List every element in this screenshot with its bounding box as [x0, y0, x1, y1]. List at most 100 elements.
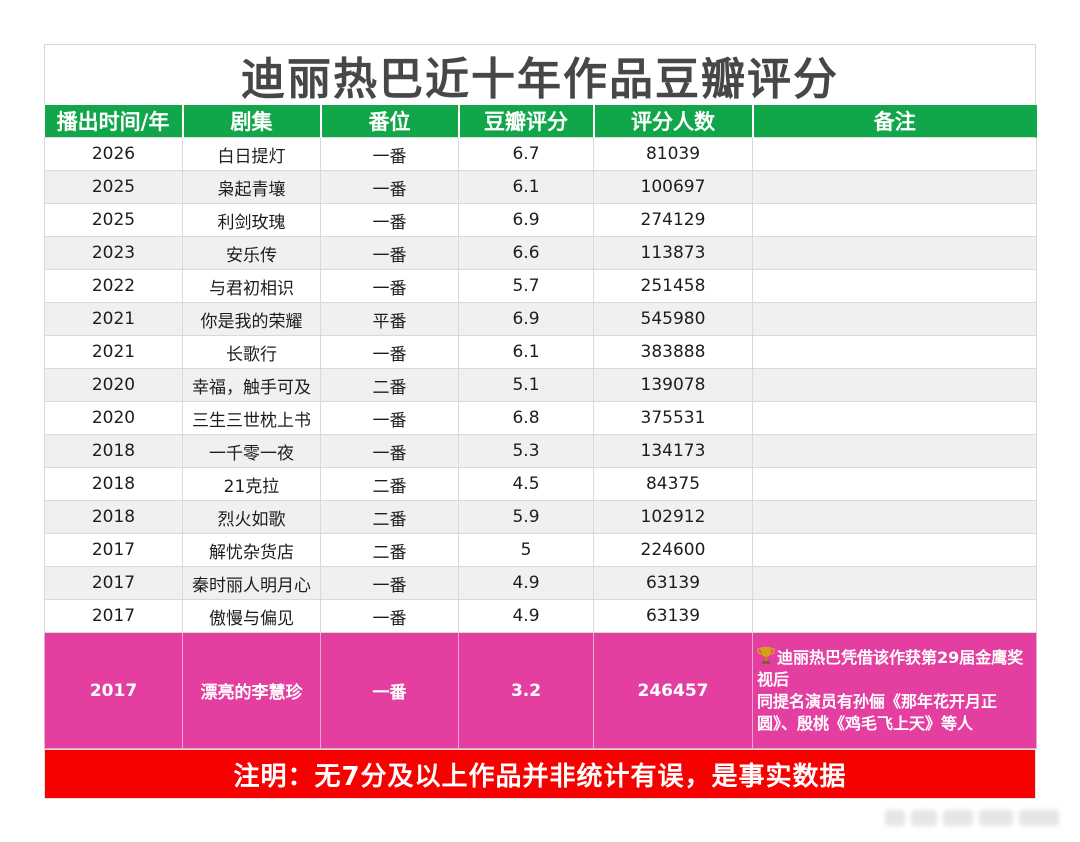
- table-row: 2021 你是我的荣耀 平番 6.9 545980: [44, 302, 1037, 336]
- cell-year: 2017: [44, 533, 183, 567]
- cell-remark: [752, 467, 1037, 501]
- cell-billing: 一番: [320, 203, 459, 237]
- cell-drama: 21克拉: [182, 467, 321, 501]
- cell-billing: 一番: [320, 137, 459, 171]
- cell-year: 2020: [44, 401, 183, 435]
- table-row: 2017 傲慢与偏见 一番 4.9 63139: [44, 599, 1037, 633]
- cell-raters: 100697: [593, 170, 753, 204]
- cell-remark: [752, 401, 1037, 435]
- cell-score: 4.5: [458, 467, 594, 501]
- column-header-remark: 备注: [752, 105, 1037, 138]
- cell-billing: 一番: [320, 170, 459, 204]
- table-row: 2020 三生三世枕上书 一番 6.8 375531: [44, 401, 1037, 435]
- trophy-icon: [757, 646, 775, 666]
- cell-billing: 一番: [320, 632, 459, 749]
- table-row: 2025 利剑玫瑰 一番 6.9 274129: [44, 203, 1037, 237]
- cell-billing: 平番: [320, 302, 459, 336]
- cell-remark: [752, 203, 1037, 237]
- cell-billing: 二番: [320, 467, 459, 501]
- table-row: 2025 枭起青壤 一番 6.1 100697: [44, 170, 1037, 204]
- cell-year: 2021: [44, 335, 183, 369]
- cell-remark: [752, 302, 1037, 336]
- table-row: 2017 秦时丽人明月心 一番 4.9 63139: [44, 566, 1037, 600]
- cell-score: 6.9: [458, 203, 594, 237]
- cell-raters: 113873: [593, 236, 753, 270]
- cell-remark: [752, 599, 1037, 633]
- cell-year: 2020: [44, 368, 183, 402]
- cell-raters: 251458: [593, 269, 753, 303]
- cell-score: 6.1: [458, 170, 594, 204]
- table-header-row: 播出时间/年 剧集 番位 豆瓣评分 评分人数 备注: [44, 105, 1037, 138]
- cell-score: 6.9: [458, 302, 594, 336]
- cell-billing: 一番: [320, 599, 459, 633]
- cell-drama: 白日提灯: [182, 137, 321, 171]
- cell-score: 5.1: [458, 368, 594, 402]
- cell-raters: 63139: [593, 599, 753, 633]
- cell-year: 2018: [44, 500, 183, 534]
- remark-award-line: 迪丽热巴凭借该作获第29届金鹰奖视后: [757, 646, 1032, 691]
- cell-raters: 63139: [593, 566, 753, 600]
- cell-remark: [752, 434, 1037, 468]
- cell-score: 5.3: [458, 434, 594, 468]
- remark-nominees-text: 同提名演员有孙俪《那年花开月正圆》、殷桃《鸡毛飞上天》等人: [757, 692, 998, 733]
- cell-billing: 二番: [320, 533, 459, 567]
- cell-year: 2023: [44, 236, 183, 270]
- cell-score: 6.8: [458, 401, 594, 435]
- cell-billing: 二番: [320, 500, 459, 534]
- cell-year: 2021: [44, 302, 183, 336]
- cell-raters: 84375: [593, 467, 753, 501]
- cell-score: 5: [458, 533, 594, 567]
- table-row: 2018 21克拉 二番 4.5 84375: [44, 467, 1037, 501]
- cell-drama: 一千零一夜: [182, 434, 321, 468]
- cell-score: 6.7: [458, 137, 594, 171]
- cell-year: 2026: [44, 137, 183, 171]
- cell-drama: 利剑玫瑰: [182, 203, 321, 237]
- cell-raters: 383888: [593, 335, 753, 369]
- cell-drama: 傲慢与偏见: [182, 599, 321, 633]
- page-title: 迪丽热巴近十年作品豆瓣评分: [44, 44, 1036, 105]
- cell-remark: [752, 533, 1037, 567]
- cell-remark: 迪丽热巴凭借该作获第29届金鹰奖视后 同提名演员有孙俪《那年花开月正圆》、殷桃《…: [752, 632, 1037, 749]
- cell-remark: [752, 368, 1037, 402]
- cell-drama: 解忧杂货店: [182, 533, 321, 567]
- cell-year: 2017: [44, 566, 183, 600]
- footer-note: 注明：无7分及以上作品并非统计有误，是事实数据: [44, 749, 1036, 799]
- cell-score: 6.1: [458, 335, 594, 369]
- column-header-raters: 评分人数: [593, 105, 754, 138]
- cell-score: 3.2: [458, 632, 594, 749]
- cell-remark: [752, 566, 1037, 600]
- cell-year: 2017: [44, 632, 183, 749]
- cell-score: 4.9: [458, 599, 594, 633]
- cell-drama: 三生三世枕上书: [182, 401, 321, 435]
- cell-score: 4.9: [458, 566, 594, 600]
- cell-drama: 烈火如歌: [182, 500, 321, 534]
- cell-raters: 246457: [593, 632, 753, 749]
- cell-raters: 139078: [593, 368, 753, 402]
- cell-raters: 81039: [593, 137, 753, 171]
- cell-billing: 二番: [320, 368, 459, 402]
- cell-remark: [752, 269, 1037, 303]
- table-row: 2017 解忧杂货店 二番 5 224600: [44, 533, 1037, 567]
- cell-billing: 一番: [320, 434, 459, 468]
- cell-year: 2018: [44, 467, 183, 501]
- cell-raters: 134173: [593, 434, 753, 468]
- ratings-table: 播出时间/年 剧集 番位 豆瓣评分 评分人数 备注 2026 白日提灯 一番 6.7 8…: [44, 105, 1037, 749]
- table-row: 2023 安乐传 一番 6.6 113873: [44, 236, 1037, 270]
- cell-year: 2022: [44, 269, 183, 303]
- cell-year: 2025: [44, 203, 183, 237]
- cell-billing: 一番: [320, 269, 459, 303]
- cell-score: 5.7: [458, 269, 594, 303]
- cell-raters: 102912: [593, 500, 753, 534]
- cell-billing: 一番: [320, 335, 459, 369]
- remark-award-text: 迪丽热巴凭借该作获第29届金鹰奖视后: [757, 648, 1024, 689]
- table-row: 2020 幸福，触手可及 二番 5.1 139078: [44, 368, 1037, 402]
- cell-drama: 长歌行: [182, 335, 321, 369]
- cell-billing: 一番: [320, 236, 459, 270]
- cell-score: 6.6: [458, 236, 594, 270]
- column-header-year: 播出时间/年: [44, 105, 184, 138]
- cell-raters: 274129: [593, 203, 753, 237]
- table-row: 2021 长歌行 一番 6.1 383888: [44, 335, 1037, 369]
- table-row: 2026 白日提灯 一番 6.7 81039: [44, 137, 1037, 171]
- column-header-score: 豆瓣评分: [458, 105, 595, 138]
- watermark: [885, 803, 1070, 833]
